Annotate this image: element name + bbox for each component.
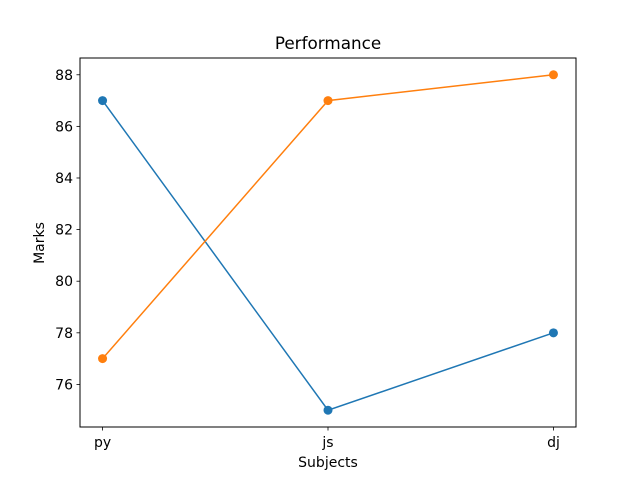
y-tick-label: 84: [55, 171, 73, 187]
series-1-point-dj: [548, 328, 558, 338]
series-2-point-py: [98, 354, 108, 364]
y-axis-label: Marks: [32, 222, 48, 264]
plot-area: [98, 70, 558, 415]
y-tick-label: 82: [55, 223, 73, 239]
y-axis: 76 78 80 82 84 86 88: [55, 68, 80, 393]
y-tick-label: 88: [55, 68, 73, 84]
series-2-point-dj: [548, 70, 558, 80]
y-tick-label: 78: [55, 326, 73, 342]
x-tick-label-dj: dj: [547, 435, 560, 451]
series-1-point-py: [98, 96, 108, 106]
y-tick-label: 76: [55, 377, 73, 393]
chart-title: Performance: [275, 33, 381, 53]
x-axis-label: Subjects: [298, 455, 358, 471]
x-axis: py js dj: [94, 427, 560, 451]
y-tick-label: 86: [55, 119, 73, 135]
y-tick-label: 80: [55, 274, 73, 290]
series-1-point-js: [323, 405, 333, 415]
x-tick-label-py: py: [94, 435, 111, 451]
x-tick-label-js: js: [321, 435, 333, 451]
series-2-point-js: [323, 96, 333, 106]
